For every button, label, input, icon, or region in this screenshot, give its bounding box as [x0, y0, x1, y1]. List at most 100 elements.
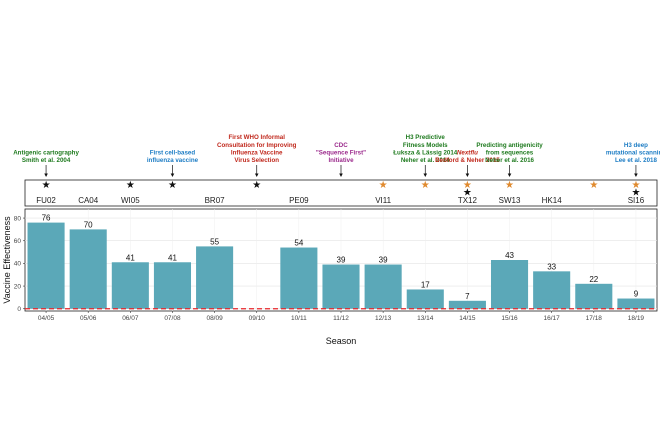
star-marker: ★ [589, 180, 598, 191]
x-tick-label: 10/11 [291, 315, 307, 322]
x-tick-label: 12/13 [375, 315, 392, 322]
star-marker: ★ [421, 180, 430, 191]
star-marker: ★ [42, 180, 51, 191]
annotation-line: First WHO Informal [229, 134, 286, 141]
x-tick-label: 05/06 [80, 315, 97, 322]
x-tick-label: 04/05 [38, 315, 55, 322]
strain-label: SI16 [628, 196, 645, 205]
x-tick-label: 06/07 [122, 315, 139, 322]
star-marker: ★ [631, 180, 640, 191]
bar-value-label: 9 [634, 290, 639, 299]
strain-strip [24, 179, 658, 207]
arrow-head-icon [254, 173, 259, 177]
strain-strip-layer: ★ ★ ★ ★ ★ ★ ★★★ ★ ★★FU02 CA04 WI05 BR07 PE09 VI11 TX12… [36, 180, 644, 205]
bar-value-label: 39 [379, 256, 388, 265]
bar-07/08 [153, 262, 192, 309]
bar-value-label: 22 [589, 275, 598, 284]
star-marker: ★ [126, 180, 135, 191]
strain-label: BR07 [205, 196, 226, 205]
bar-value-label: 55 [210, 237, 219, 246]
annotation-line: Influenza Vaccine [231, 149, 283, 156]
annotation-line: H3 Predictive [406, 134, 446, 141]
x-tick-label: 18/19 [628, 315, 645, 322]
strain-label: WI05 [121, 196, 140, 205]
axis-layer: 0 20 40 60 80 04/05 05/06 06/07 07/08 08/09 09/10 1… [14, 215, 645, 322]
arrow-head-icon [423, 173, 428, 177]
bar-value-label: 41 [168, 253, 177, 262]
strain-label: SW13 [499, 196, 521, 205]
y-tick-label: 80 [14, 215, 22, 222]
y-axis-title: Vaccine Effectiveness [2, 216, 12, 304]
annotation-line: mutational scanning [606, 149, 660, 156]
bar-08/09 [196, 246, 234, 309]
bar-10/11 [280, 247, 318, 309]
annotation-line: First cell-based [150, 149, 196, 156]
x-tick-label: 07/08 [164, 315, 181, 322]
annotation-line: Neher et al. 2016 [485, 157, 534, 164]
bar-value-label: 43 [505, 251, 514, 260]
annotation-line: Neher et al. 2014 [401, 157, 450, 164]
bar-value-label: 70 [84, 220, 93, 229]
bar-14/15 [448, 300, 486, 309]
star-marker: ★ [379, 180, 388, 191]
bar-18/19 [617, 298, 655, 309]
annotation-line: CDC [334, 142, 348, 149]
annotation-line: "Sequence First" [316, 149, 366, 156]
arrow-head-icon [465, 173, 470, 177]
annotation-line: Predicting antigenicity [476, 142, 543, 149]
y-tick-label: 20 [14, 283, 22, 290]
bar-17/18 [575, 283, 613, 309]
star-marker: ★ [252, 180, 261, 191]
y-tick-label: 40 [14, 261, 22, 268]
bar-value-label: 41 [126, 253, 135, 262]
star-marker: ★ [505, 180, 514, 191]
annotation-line: influenza vaccine [147, 157, 199, 164]
x-tick-label: 14/15 [459, 315, 476, 322]
annotation-line: H3 deep [624, 142, 648, 149]
x-tick-label: 15/16 [501, 315, 518, 322]
arrow-head-icon [44, 173, 48, 177]
annotation-line: Bedford & Neher 2015 [435, 157, 500, 164]
bar-06/07 [111, 262, 149, 309]
annotation-line: Fitness Models [403, 142, 448, 149]
bar-15/16 [490, 260, 529, 309]
bar-13/14 [406, 289, 444, 309]
y-tick-label: 0 [17, 306, 21, 313]
star-marker: ★ [463, 188, 472, 199]
x-tick-label: 17/18 [586, 315, 603, 322]
x-tick-label: 13/14 [417, 315, 434, 322]
annotation-cdc-sequence-first: CDC"Sequence First"Initiative [316, 142, 366, 177]
arrow-head-icon [339, 173, 343, 177]
x-tick-label: 16/17 [544, 315, 561, 322]
annotation-line: Initiative [328, 157, 354, 164]
x-tick-label: 09/10 [249, 315, 266, 322]
bar-04/05 [27, 222, 65, 309]
bar-value-label: 76 [42, 214, 51, 223]
annotation-line: Consultation for Improving [217, 142, 297, 149]
bar-16/17 [533, 271, 571, 309]
bars-layer: 76 70 41 41 55 54 39 39 17 7 43 33 22 9 [25, 214, 657, 310]
arrow-head-icon [634, 173, 638, 177]
strain-label: VI11 [375, 196, 391, 205]
annotation-line: Smith et al. 2004 [22, 157, 71, 164]
bar-12/13 [364, 264, 402, 309]
annotation-line: from sequences [486, 149, 534, 156]
star-marker: ★ [631, 188, 640, 199]
annotation-line: Nextflu [457, 149, 478, 156]
y-tick-label: 60 [14, 238, 22, 245]
strain-label: TX12 [458, 196, 478, 205]
bar-value-label: 33 [547, 262, 556, 271]
bar-value-label: 39 [337, 256, 346, 265]
strain-label: CA04 [78, 196, 99, 205]
strain-label: PE09 [289, 196, 309, 205]
strain-label: FU02 [36, 196, 56, 205]
